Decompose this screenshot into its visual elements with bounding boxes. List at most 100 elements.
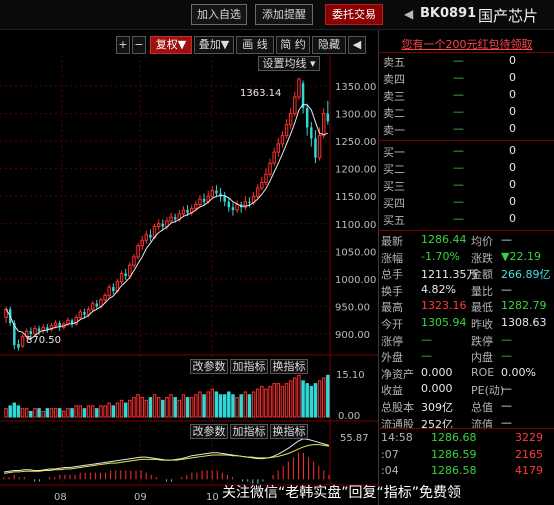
promo-link[interactable]: 您有一个200元红包待领取	[401, 38, 533, 51]
candle-body	[305, 108, 309, 128]
restore-rights-dropdown[interactable]: 复权▼	[150, 36, 192, 54]
candle-body	[83, 311, 86, 315]
vol-change-params-button[interactable]: 改参数	[190, 359, 228, 374]
volume-bar	[41, 410, 45, 418]
hide-button[interactable]: 隐藏	[312, 36, 346, 54]
brief-button[interactable]: 简 约	[276, 36, 310, 54]
y-tick-label: 1250.00	[335, 137, 376, 148]
zoom-in-button[interactable]: +	[116, 36, 130, 54]
candle-body	[264, 173, 268, 183]
eps-label: 收益	[381, 384, 403, 398]
candle-body	[33, 327, 37, 335]
add-watchlist-button[interactable]: 加入自选	[191, 4, 247, 25]
stat-row: 最高 1323.16 最低 1282.79	[379, 299, 554, 316]
kline-chart[interactable]: 1350.00 1300.00 1250.00 1200.00 1150.00 1100.…	[0, 55, 378, 505]
volume-bar	[161, 399, 165, 418]
mktcap-label: 总值	[471, 401, 493, 414]
volume-bar	[235, 397, 239, 418]
volume-bar	[8, 405, 12, 418]
candle-body	[149, 234, 152, 238]
candle-body	[37, 328, 41, 332]
y-tick-label: 900.00	[335, 330, 370, 341]
candle-body	[58, 322, 61, 328]
candle-body	[227, 201, 231, 208]
vol-add-indicator-button[interactable]: 加指标	[230, 359, 268, 374]
turnover-value: 4.82%	[421, 282, 456, 296]
volume-bar	[140, 397, 144, 418]
volume-bar	[293, 377, 297, 418]
candle-body	[314, 138, 317, 158]
zoom-out-button[interactable]: −	[132, 36, 146, 54]
y-tick-label: 1200.00	[335, 165, 376, 176]
volume-bar	[280, 385, 285, 418]
candle-body	[95, 303, 99, 307]
quote-panel: 您有一个200元红包待领取 卖五 —0 卖四 —0 卖三 —0 卖二 —0 卖一 —0 买一 —0 买…	[378, 30, 554, 505]
tick-volume: 4179	[515, 464, 543, 477]
avg-label: 均价	[471, 235, 493, 248]
volume-bar	[103, 405, 107, 418]
candle-body	[280, 135, 285, 145]
candle-body	[156, 223, 161, 228]
stat-row: 最新 1286.44 均价 —	[379, 233, 554, 250]
kline-chart-area[interactable]: 1350.00 1300.00 1250.00 1200.00 1150.00 1100.…	[0, 55, 378, 505]
volume-bar	[218, 394, 223, 418]
vol-swap-indicator-button[interactable]: 换指标	[270, 359, 308, 374]
order-label: 买一	[383, 146, 405, 159]
candle-body	[284, 124, 289, 137]
y-tick-label: 1100.00	[335, 220, 376, 231]
volume-bar	[284, 383, 289, 418]
floatval-label: 流值	[471, 417, 493, 431]
candle-body	[310, 127, 313, 139]
volume-bar	[82, 408, 87, 418]
candle-body	[74, 316, 78, 325]
order-volume: 0	[509, 71, 516, 84]
volume-bar	[33, 408, 37, 418]
stat-row: 流通股 252亿 流值 —	[379, 416, 554, 433]
candle-body	[46, 327, 49, 330]
candle-body	[144, 234, 149, 241]
volume-bar	[260, 385, 264, 418]
candle-body	[210, 190, 215, 197]
ma-settings-button[interactable]: 设置均线 ▾	[258, 56, 320, 71]
order-price: —	[453, 122, 464, 135]
volume-bar	[305, 383, 309, 418]
turnover-label: 换手	[381, 284, 403, 298]
candle-body	[173, 217, 177, 220]
ind-swap-indicator-button[interactable]: 换指标	[270, 424, 308, 439]
volume-bar	[247, 394, 252, 418]
chgpct-value: -1.70%	[421, 249, 460, 263]
volume-bar	[37, 408, 41, 418]
volratio-value: —	[501, 282, 512, 296]
ind-change-params-button[interactable]: 改参数	[190, 424, 228, 439]
volume-bar	[49, 408, 54, 418]
volume-bar	[210, 388, 215, 418]
candle-body	[301, 83, 305, 109]
candle-body	[53, 322, 58, 327]
candle-body	[136, 245, 140, 258]
candle-body	[119, 272, 124, 283]
add-alert-button[interactable]: 添加提醒	[255, 4, 313, 25]
volratio-label: 量比	[471, 284, 493, 298]
volume-bar	[123, 402, 128, 418]
tick-volume: 2165	[515, 447, 543, 461]
order-price: —	[453, 105, 464, 118]
ind-add-indicator-button[interactable]: 加指标	[230, 424, 268, 439]
volume-bar	[297, 374, 301, 418]
entrust-trade-button[interactable]: 委托交易	[325, 4, 383, 25]
volume-bar	[231, 394, 235, 418]
draw-line-button[interactable]: 画 线	[236, 36, 274, 54]
back-arrow-icon[interactable]: ◀	[404, 7, 414, 21]
indicator-line-2	[3, 444, 329, 474]
volume-bar	[12, 402, 17, 418]
candle-body	[317, 135, 322, 159]
order-label: 卖五	[383, 56, 405, 69]
overlay-dropdown[interactable]: 叠加▼	[194, 36, 234, 54]
low-label: 最低	[471, 301, 493, 315]
candle-body	[161, 223, 165, 227]
volume-bar	[119, 399, 124, 418]
high-value: 1323.16	[421, 299, 467, 313]
tick-row: :04 1286.58 4179	[379, 464, 554, 481]
high-label: 最高	[381, 301, 403, 315]
volume-bar	[255, 388, 260, 418]
collapse-arrow-icon[interactable]: ◀	[348, 36, 366, 54]
